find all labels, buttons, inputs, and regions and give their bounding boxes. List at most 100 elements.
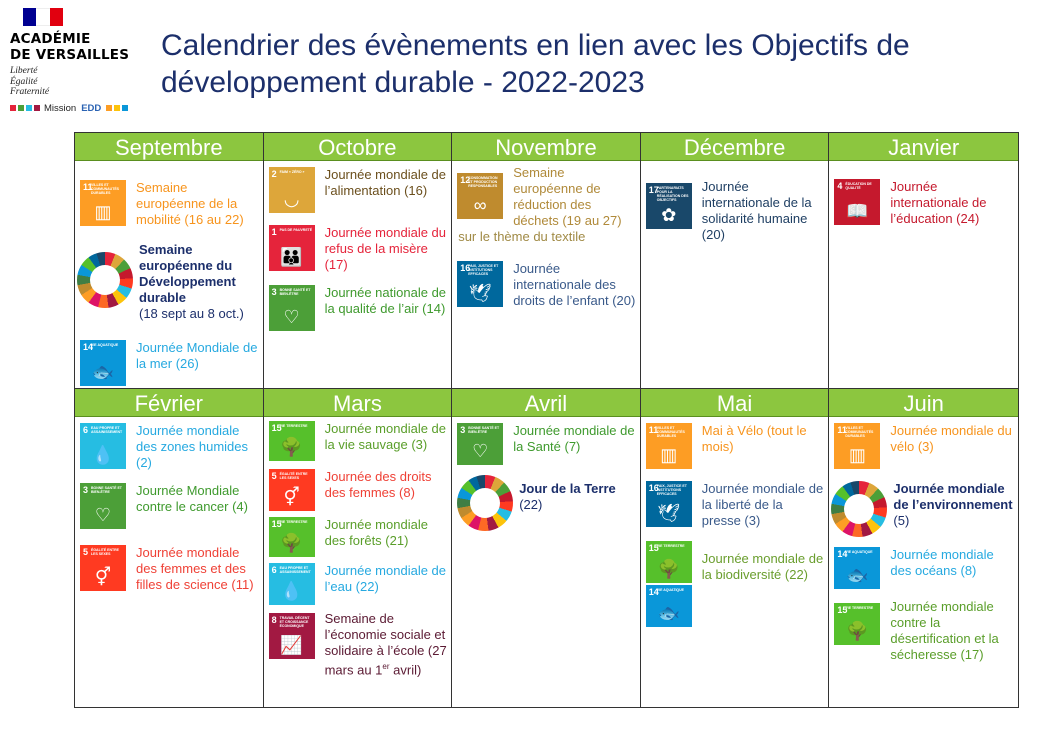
sdg-15-icon: 15 Vie terrestre 🌳 [645, 541, 692, 583]
mission-edd: Mission EDD [10, 103, 145, 114]
month-cell-decembre: Décembre 17 Partenariats pour la réalisat… [640, 133, 830, 389]
month-cell-septembre: Septembre 11 Villes et communautés durabl… [75, 133, 264, 389]
sdg-3-icon: 3 Bonne santé et bien-être ♡ [80, 483, 126, 529]
sdg-5-icon: 5 Égalité entre les sexes ⚥ [268, 469, 315, 511]
event: Jour de la Terre (22) [457, 475, 636, 531]
sdg-14-icon: 14 Vie aquatique 🐟 [80, 340, 126, 386]
event: 3 Bonne santé et bien-être ♡ Journée mondi… [457, 423, 636, 465]
month-header: Janvier [829, 133, 1018, 161]
event: 6 Eau propre et assainissement 💧 Journée m… [80, 423, 259, 471]
sdg-17-icon: 17 Partenariats pour la réalisation des o… [645, 183, 692, 229]
month-header: Mai [640, 389, 829, 417]
sdg-15-icon: 15 Vie terrestre 🌳 [834, 603, 881, 645]
event: 11 Villes et communautés durables ▥ Mai à … [645, 423, 825, 469]
sdg-12-icon: 12 Consommation et production responsable… [457, 173, 504, 219]
color-square [26, 105, 32, 111]
event-title: Journée mondiale de l’environnement [893, 481, 1013, 512]
month-cell-fevrier: Février 6 Eau propre et assainissement 💧 J… [75, 389, 264, 707]
event-text: Journée des droits des femmes (8) [324, 469, 432, 500]
sdg-16-icon: 16 Paix, justice et institutions efficace… [457, 261, 504, 307]
sdg-6-icon: 6 Eau propre et assainissement 💧 [80, 423, 126, 469]
event: 1 Pas de pauvreté 👪 Journée mondiale du re… [268, 225, 448, 273]
event: 11 Villes et communautés durables ▥ Journé… [834, 423, 1014, 469]
page-title: Calendrier des évènements en lien avec l… [161, 27, 1031, 101]
title-line-2: développement durable - 2022-2023 [161, 66, 645, 99]
event-date: (22) [519, 497, 543, 512]
month-header: Juin [829, 389, 1018, 417]
event: 6 Eau propre et assainissement 💧 Journée m… [268, 563, 448, 605]
event-text: Semaine européenne de la mobilité (16 au… [136, 180, 244, 227]
event-text: Journée Mondiale contre le cancer (4) [136, 483, 248, 514]
sdg-11-icon: 11 Villes et communautés durables ▥ [645, 423, 692, 469]
event: Semaine européenne du Développement dura… [77, 242, 259, 322]
academie-logo: ACADÉMIE DE VERSAILLES Liberté Égalité F… [10, 8, 145, 114]
event-date: (18 sept au 8 oct.) [139, 306, 244, 321]
logo-motto: Liberté Égalité Fraternité [10, 66, 145, 98]
event-text: Journée internationale des droits de l’e… [513, 261, 636, 308]
month-header: Septembre [75, 133, 263, 161]
sdg-2-icon: 2 Faim « zéro » ◡ [268, 167, 315, 213]
logo-title-line1: ACADÉMIE [10, 31, 91, 47]
event-text: Jour de la Terre (22) [519, 481, 616, 513]
event-text: Journée internationale de la solidarité … [701, 179, 812, 242]
month-header: Octobre [263, 133, 452, 161]
calendar-grid: Septembre 11 Villes et communautés durabl… [74, 132, 1019, 708]
sdg-4-icon: 4 Éducation de qualité 📖 [834, 179, 881, 225]
color-square [114, 105, 121, 111]
event: 8 Travail décent et croissance économique… [268, 611, 448, 678]
event: 5 Égalité entre les sexes ⚥ Journée mondia… [80, 545, 259, 593]
event-text: Journée mondiale de la vie sauvage (3) [324, 421, 447, 452]
logo-title-line2: DE VERSAILLES [10, 47, 130, 63]
mission-acronym: EDD [81, 102, 102, 114]
month-header: Février [75, 389, 263, 417]
color-square [10, 105, 16, 111]
sdg-14-icon: 14 Vie aquatique 🐟 [834, 547, 881, 589]
sdg-16-icon: 16 Paix, justice et institutions efficace… [645, 481, 692, 527]
event-text: Journée mondiale du refus de la misère (… [324, 225, 447, 272]
event: 15 Vie terrestre 🌳 Journée mondiale de la … [268, 421, 448, 461]
month-header: Mars [263, 389, 452, 417]
month-cell-juin: Juin 11 Villes et communautés durables ▥ J… [829, 389, 1018, 707]
event-text: Journée mondiale des zones humides (2) [136, 423, 249, 470]
sdg-6-icon: 6 Eau propre et assainissement 💧 [268, 563, 315, 605]
event-text: Semaine européenne du Développement dura… [139, 242, 259, 322]
sdg-8-icon: 8 Travail décent et croissance économique… [268, 613, 315, 659]
event-text: Journée mondiale des femmes et des fille… [136, 545, 254, 592]
event-text-end: avril) [389, 662, 422, 678]
event: Journée mondiale de l’environnement (5) [831, 481, 1014, 537]
event: 3 Bonne santé et bien-être ♡ Journée Mondi… [80, 483, 259, 529]
month-cell-mars: Mars 15 Vie terrestre 🌳 Journée mondiale d… [263, 389, 453, 707]
sdg-3-icon: 3 Bonne santé et bien-être ♡ [268, 285, 315, 331]
event-text: Journée mondiale des océans (8) [890, 547, 994, 578]
sdg-1-icon: 1 Pas de pauvreté 👪 [268, 225, 315, 271]
event-text: Journée mondiale des forêts (21) [324, 517, 428, 548]
title-line-1: Calendrier des évènements en lien avec l… [161, 29, 910, 62]
event-date: (5) [893, 513, 910, 528]
month-header: Avril [452, 389, 640, 417]
event: 5 Égalité entre les sexes ⚥ Journée des dr… [268, 469, 448, 511]
event-theme: sur le thème du textile [458, 229, 586, 244]
event: 14 Vie aquatique 🐟 Journée Mondiale de la … [80, 340, 259, 386]
sdg-11-icon: 11 Villes et communautés durables ▥ [834, 423, 881, 469]
event: 16 Paix, justice et institutions efficace… [645, 481, 825, 529]
sdg-3-icon: 3 Bonne santé et bien-être ♡ [457, 423, 504, 465]
event-text: Journée mondiale de l’environnement (5) [893, 481, 1014, 529]
event-text: Mai à Vélo (tout le mois) [701, 423, 807, 454]
month-cell-octobre: Octobre 2 Faim « zéro » ◡ Journée mondiale… [263, 133, 453, 389]
sdg-14-icon: 14 Vie aquatique 🐟 [645, 585, 692, 627]
event-text-sup: er [382, 662, 390, 671]
sdg-15-icon: 15 Vie terrestre 🌳 [268, 517, 315, 557]
event-text: Journée mondiale de la liberté de la pre… [701, 481, 824, 528]
mission-label: Mission [44, 102, 77, 114]
event: 15 Vie terrestre 🌳 Journée mondiale contre… [834, 599, 1014, 663]
motto-fraternite: Fraternité [10, 87, 50, 97]
month-cell-mai: Mai 11 Villes et communautés durables ▥ Ma… [640, 389, 830, 707]
event: 14 Vie aquatique 🐟 Journée mondiale des oc… [834, 547, 1014, 589]
event-text: Journée internationale de l’éducation (2… [890, 179, 987, 226]
sdg-15-icon: 15 Vie terrestre 🌳 [268, 421, 315, 461]
event-text: Journée Mondiale de la mer (26) [136, 340, 258, 371]
event-text: Semaine européenne de réduction des déch… [513, 165, 622, 228]
event: 4 Éducation de qualité 📖 Journée internati… [834, 179, 1014, 227]
event-text: Journée mondiale de la biodiversité (22) [701, 551, 824, 582]
